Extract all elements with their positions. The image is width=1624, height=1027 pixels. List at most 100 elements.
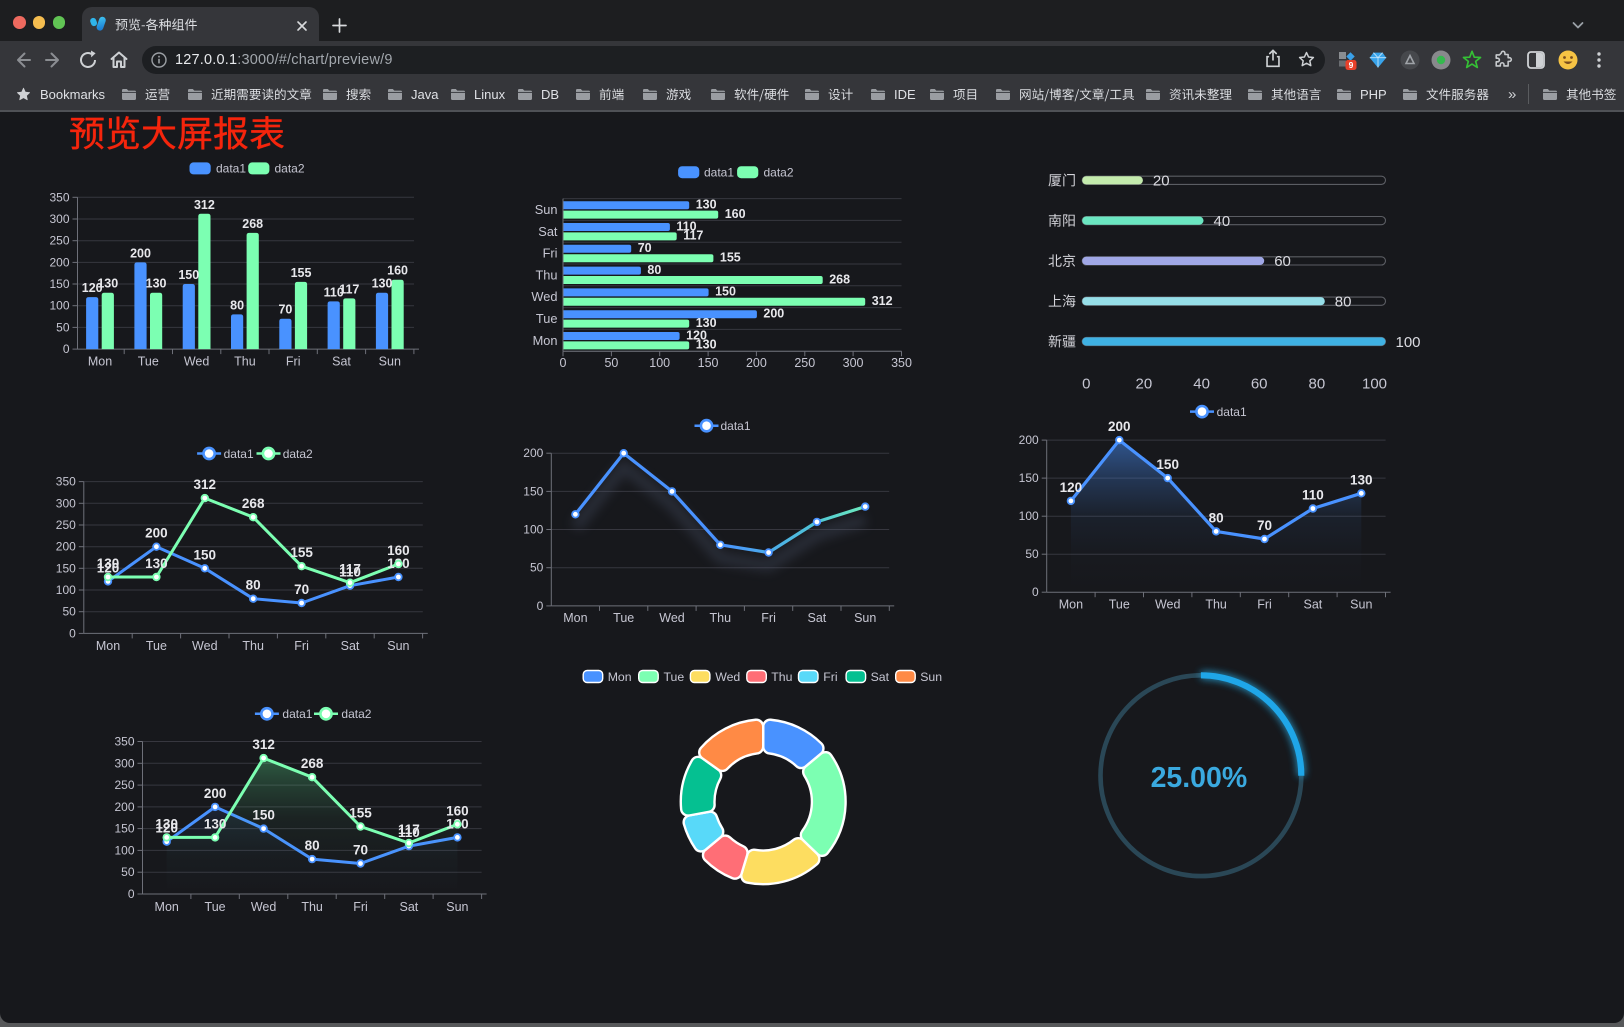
svg-text:80: 80 bbox=[1209, 510, 1224, 525]
svg-text:20: 20 bbox=[1136, 376, 1153, 393]
svg-text:0: 0 bbox=[1082, 376, 1090, 393]
svg-text:312: 312 bbox=[194, 477, 217, 492]
svg-text:20: 20 bbox=[1153, 173, 1170, 190]
svg-text:50: 50 bbox=[1025, 547, 1039, 561]
svg-text:Sun: Sun bbox=[854, 611, 876, 625]
svg-text:350: 350 bbox=[49, 190, 69, 204]
svg-text:312: 312 bbox=[194, 198, 215, 212]
svg-text:data1: data1 bbox=[224, 447, 254, 461]
svg-text:80: 80 bbox=[1335, 294, 1352, 311]
svg-text:Thu: Thu bbox=[710, 611, 732, 625]
svg-text:70: 70 bbox=[638, 241, 652, 255]
svg-text:50: 50 bbox=[56, 320, 70, 334]
svg-text:200: 200 bbox=[1108, 419, 1131, 434]
svg-text:Sun: Sun bbox=[1350, 598, 1372, 612]
svg-text:110: 110 bbox=[676, 219, 696, 233]
svg-text:Fri: Fri bbox=[1257, 598, 1272, 612]
svg-text:300: 300 bbox=[56, 496, 76, 510]
svg-text:200: 200 bbox=[56, 540, 76, 554]
svg-text:200: 200 bbox=[523, 446, 543, 460]
svg-text:Tue: Tue bbox=[613, 611, 634, 625]
svg-text:40: 40 bbox=[1193, 376, 1210, 393]
svg-text:Tue: Tue bbox=[536, 311, 558, 326]
svg-text:120: 120 bbox=[97, 560, 120, 575]
svg-text:9: 9 bbox=[1349, 60, 1354, 70]
svg-text:0: 0 bbox=[537, 599, 544, 613]
svg-text:312: 312 bbox=[872, 294, 893, 308]
svg-text:200: 200 bbox=[746, 356, 767, 370]
svg-text:250: 250 bbox=[794, 356, 815, 370]
svg-text:Thu: Thu bbox=[301, 900, 323, 914]
svg-text:50: 50 bbox=[530, 561, 544, 575]
svg-text:200: 200 bbox=[1019, 433, 1039, 447]
svg-text:80: 80 bbox=[647, 263, 661, 277]
svg-text:Mon: Mon bbox=[1059, 598, 1083, 612]
svg-text:130: 130 bbox=[97, 556, 120, 571]
svg-text:150: 150 bbox=[715, 285, 736, 299]
svg-text:120: 120 bbox=[1060, 480, 1083, 495]
svg-text:100: 100 bbox=[649, 356, 670, 370]
svg-text:117: 117 bbox=[398, 822, 420, 837]
svg-text:Wed: Wed bbox=[659, 611, 685, 625]
svg-text:70: 70 bbox=[353, 843, 368, 858]
svg-text:Sat: Sat bbox=[538, 224, 558, 239]
svg-text:200: 200 bbox=[145, 526, 168, 541]
svg-text:200: 200 bbox=[114, 800, 134, 814]
svg-text:155: 155 bbox=[720, 251, 741, 265]
svg-text:130: 130 bbox=[372, 277, 393, 291]
svg-text:150: 150 bbox=[194, 547, 217, 562]
svg-text:50: 50 bbox=[62, 605, 76, 619]
svg-text:Mon: Mon bbox=[88, 355, 112, 369]
svg-text:117: 117 bbox=[339, 562, 361, 577]
svg-text:110: 110 bbox=[398, 825, 420, 840]
svg-text:Fri: Fri bbox=[286, 355, 301, 369]
svg-text:130: 130 bbox=[204, 816, 227, 831]
svg-text:160: 160 bbox=[446, 803, 469, 818]
svg-text:155: 155 bbox=[290, 545, 313, 560]
svg-text:data2: data2 bbox=[275, 162, 305, 176]
svg-text:Thu: Thu bbox=[242, 639, 264, 653]
svg-text:200: 200 bbox=[130, 246, 151, 260]
svg-text:data1: data1 bbox=[721, 419, 751, 433]
svg-text:300: 300 bbox=[843, 356, 864, 370]
svg-text:70: 70 bbox=[294, 582, 309, 597]
svg-text:80: 80 bbox=[246, 578, 261, 593]
svg-text:Wed: Wed bbox=[715, 670, 740, 684]
svg-text:Sun: Sun bbox=[920, 670, 942, 684]
svg-text:60: 60 bbox=[1251, 376, 1268, 393]
svg-text:160: 160 bbox=[387, 543, 410, 558]
svg-text:Sun: Sun bbox=[446, 900, 468, 914]
svg-text:150: 150 bbox=[56, 561, 76, 575]
svg-text:200: 200 bbox=[204, 786, 227, 801]
svg-text:0: 0 bbox=[560, 356, 567, 370]
svg-text:100: 100 bbox=[523, 523, 543, 537]
svg-text:100: 100 bbox=[56, 583, 76, 597]
svg-text:Wed: Wed bbox=[184, 355, 210, 369]
svg-text:data2: data2 bbox=[283, 447, 313, 461]
svg-text:Fri: Fri bbox=[543, 246, 558, 261]
svg-text:110: 110 bbox=[339, 565, 361, 580]
svg-text:Sun: Sun bbox=[387, 639, 409, 653]
svg-text:Sat: Sat bbox=[871, 670, 890, 684]
svg-text:100: 100 bbox=[1396, 334, 1421, 351]
svg-text:117: 117 bbox=[339, 282, 359, 296]
svg-text:Wed: Wed bbox=[531, 289, 557, 304]
svg-text:130: 130 bbox=[146, 277, 167, 291]
svg-text:Tue: Tue bbox=[664, 670, 685, 684]
svg-text:110: 110 bbox=[1302, 488, 1324, 503]
svg-text:data2: data2 bbox=[341, 707, 371, 721]
svg-text:300: 300 bbox=[114, 756, 134, 770]
svg-text:120: 120 bbox=[155, 821, 178, 836]
svg-text:80: 80 bbox=[305, 838, 320, 853]
svg-text:Fri: Fri bbox=[353, 900, 368, 914]
svg-text:80: 80 bbox=[230, 298, 244, 312]
svg-text:Mon: Mon bbox=[608, 670, 632, 684]
svg-text:data1: data1 bbox=[282, 707, 312, 721]
svg-text:150: 150 bbox=[523, 484, 543, 498]
svg-text:Sat: Sat bbox=[808, 611, 827, 625]
svg-text:Sat: Sat bbox=[400, 900, 419, 914]
svg-text:100: 100 bbox=[114, 843, 134, 857]
svg-text:155: 155 bbox=[349, 806, 372, 821]
svg-text:Fri: Fri bbox=[761, 611, 776, 625]
svg-text:300: 300 bbox=[49, 212, 69, 226]
